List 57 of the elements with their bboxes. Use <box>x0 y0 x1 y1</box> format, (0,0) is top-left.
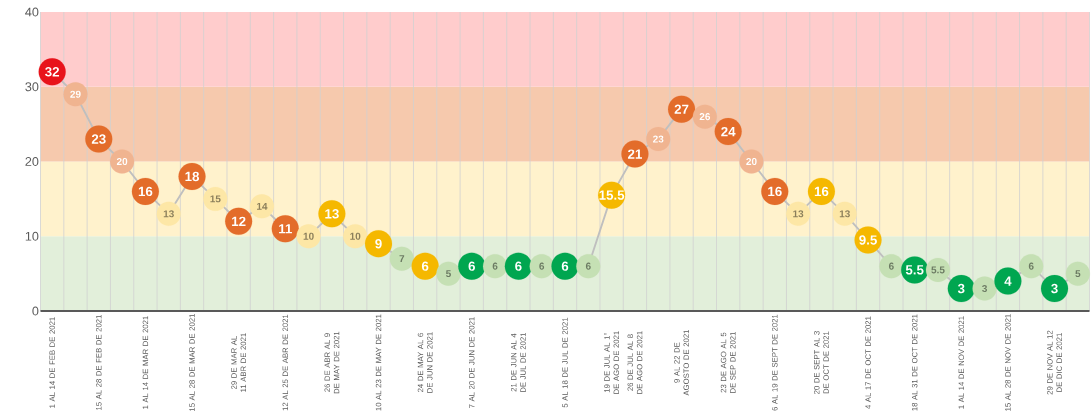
point <box>458 252 486 280</box>
data-label: 6 <box>561 261 569 271</box>
data-label: 5.5 <box>931 266 945 274</box>
data-label: 4 <box>1004 276 1012 286</box>
data-label: 15.5 <box>599 190 625 200</box>
data-label: 3 <box>1051 283 1058 294</box>
data-label: 5 <box>1075 270 1081 278</box>
data-label: 15 <box>210 195 221 203</box>
data-label: 6 <box>539 262 545 270</box>
data-label: 13 <box>793 210 804 218</box>
data-label: 11 <box>279 224 292 234</box>
data-label: 13 <box>163 210 174 218</box>
y-tick-label: 30 <box>25 82 39 92</box>
data-label: 16 <box>814 186 829 197</box>
data-label: 12 <box>232 216 246 226</box>
data-label: 6 <box>1028 262 1034 270</box>
data-label: 5 <box>445 270 451 278</box>
data-label: 27 <box>674 104 689 114</box>
data-label: 26 <box>699 113 711 121</box>
data-label: 6 <box>468 261 475 271</box>
y-tick-label: 0 <box>32 306 39 316</box>
point <box>947 275 975 303</box>
data-label: 16 <box>768 186 782 197</box>
data-label: 6 <box>421 261 429 271</box>
data-label: 21 <box>627 149 642 159</box>
data-label: 6 <box>515 261 522 271</box>
point <box>411 252 439 280</box>
data-label: 6 <box>492 262 498 270</box>
data-label: 9 <box>375 239 382 249</box>
point <box>504 252 532 280</box>
data-label: 5.5 <box>905 265 924 275</box>
y-tick-label: 10 <box>25 231 39 241</box>
data-label: 32 <box>45 67 60 77</box>
data-label: 14 <box>257 202 268 210</box>
y-tick-label: 20 <box>25 157 39 166</box>
point <box>1040 275 1069 303</box>
data-label: 3 <box>957 283 965 294</box>
data-label: 23 <box>653 135 664 143</box>
data-label: 23 <box>91 134 106 144</box>
data-label: 16 <box>138 186 153 197</box>
data-label: 6 <box>888 262 894 270</box>
data-label: 7 <box>399 255 405 263</box>
data-label: 13 <box>325 209 339 219</box>
data-label: 9.5 <box>859 235 877 245</box>
data-label: 6 <box>585 262 591 270</box>
point <box>364 230 393 258</box>
point <box>482 254 508 279</box>
data-label: 10 <box>303 232 314 240</box>
data-label: 13 <box>839 210 850 218</box>
data-label: 20 <box>746 157 757 166</box>
data-label: 18 <box>185 171 200 182</box>
data-label: 3 <box>982 285 988 293</box>
y-tick-label: 40 <box>25 7 39 17</box>
data-label: 24 <box>721 126 736 137</box>
data-label: 20 <box>116 157 128 166</box>
data-label: 10 <box>350 232 361 240</box>
data-label: 29 <box>70 90 81 98</box>
